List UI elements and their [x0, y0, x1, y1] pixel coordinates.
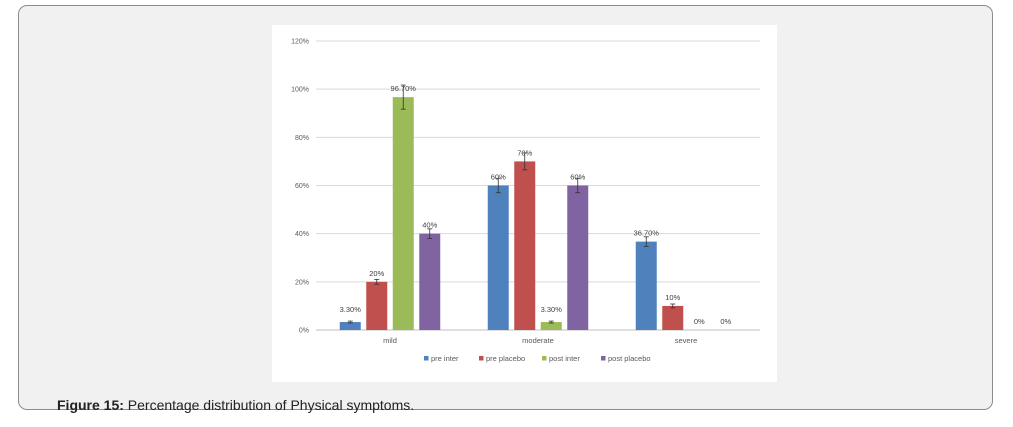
data-label: 96.70% [391, 84, 417, 93]
y-tick-label: 60% [295, 183, 309, 190]
data-label: 10% [665, 293, 680, 302]
figure-caption-text: Percentage distribution of Physical symp… [123, 397, 415, 413]
legend-swatch [601, 356, 606, 361]
bar [366, 281, 388, 330]
legend-label: pre inter [431, 354, 459, 363]
data-label: 3.30% [340, 305, 362, 314]
bar [514, 161, 536, 330]
data-label: 70% [517, 148, 532, 157]
y-tick-label: 0% [299, 328, 309, 335]
legend-label: post inter [549, 354, 580, 363]
bar [662, 305, 684, 330]
bar [392, 97, 414, 330]
bar-chart: 0% 20% 40% 60% 80% 100% 120% mild moderate sever… [291, 39, 760, 363]
category-label: moderate [522, 336, 554, 345]
legend-swatch [479, 356, 484, 361]
bar [567, 185, 589, 330]
y-tick-label: 80% [295, 135, 309, 142]
legend-swatch [542, 356, 547, 361]
bar [339, 322, 361, 330]
data-label: 60% [570, 173, 585, 182]
bar [487, 185, 509, 330]
data-label: 0% [694, 317, 705, 326]
y-tick-label: 20% [295, 279, 309, 286]
data-label: 3.30% [541, 305, 563, 314]
y-tick-label: 100% [291, 87, 309, 94]
data-label: 60% [491, 173, 506, 182]
chart-area: 0% 20% 40% 60% 80% 100% 120% mild moderate sever… [272, 25, 777, 382]
legend-label: pre placebo [486, 354, 525, 363]
bar [419, 233, 441, 330]
y-tick-label: 120% [291, 39, 309, 46]
data-label: 20% [369, 269, 384, 278]
category-label: severe [675, 336, 698, 345]
data-label: 36.70% [634, 229, 660, 238]
y-tick-label: 40% [295, 231, 309, 238]
legend-swatch [424, 356, 429, 361]
bar [635, 241, 657, 330]
figure-card: 0% 20% 40% 60% 80% 100% 120% mild moderate sever… [18, 5, 993, 413]
legend-label: post placebo [608, 354, 651, 363]
category-label: mild [383, 336, 397, 345]
data-label: 0% [720, 317, 731, 326]
figure-caption: Figure 15: Percentage distribution of Ph… [57, 397, 414, 413]
figure-label: Figure 15: [57, 397, 124, 413]
bar [540, 322, 562, 330]
data-label: 40% [422, 221, 437, 230]
